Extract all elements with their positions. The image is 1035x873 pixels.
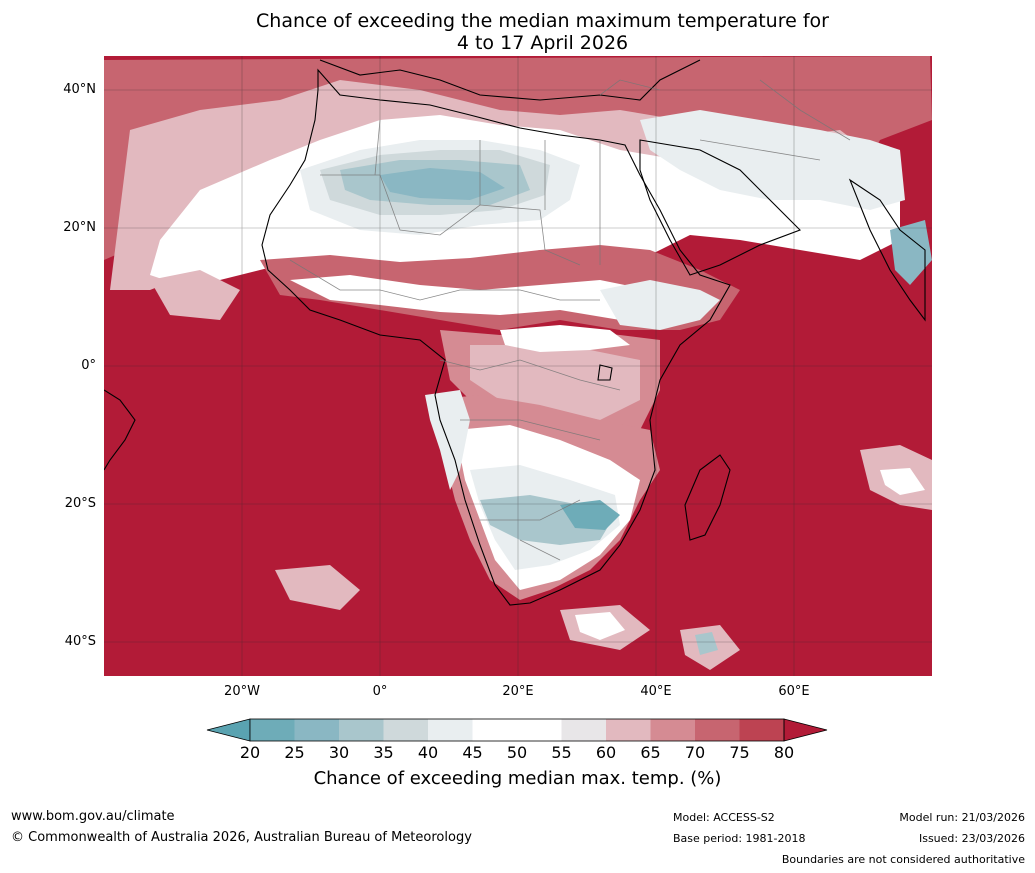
footer-copyright: © Commonwealth of Australia 2026, Austra… (11, 830, 472, 845)
footer-website: www.bom.gov.au/climate (11, 809, 175, 824)
title-line-2: 4 to 17 April 2026 (456, 32, 629, 54)
colorbar-tick-label: 25 (284, 743, 305, 762)
footer-model-run: Model run: 21/03/2026 (899, 811, 1025, 824)
colorbar-tick-label: 65 (640, 743, 661, 762)
footer-model: Model: ACCESS-S2 (673, 811, 775, 824)
colorbar-bin-55-60 (561, 719, 606, 741)
west-africa-light (290, 275, 690, 320)
gridlines (104, 56, 932, 676)
colorbar-tick-label: 75 (729, 743, 750, 762)
colorbar-tick-label: 70 (684, 743, 706, 762)
arabia-light (640, 110, 905, 210)
lon-label-20e: 20°E (502, 684, 534, 699)
sahara-30 (380, 168, 505, 200)
south-america-edge (104, 389, 136, 471)
country-boundaries (289, 79, 851, 561)
colorbar-bin-40-45 (428, 719, 473, 741)
footer-issued: Issued: 23/03/2026 (918, 832, 1025, 845)
colorbar-tick-label: 30 (328, 743, 350, 762)
colorbar-tick-label: 35 (373, 743, 394, 762)
lon-label-40e: 40°E (640, 684, 672, 699)
map-title: Chance of exceeding the median maximum t… (0, 10, 1035, 54)
southern-africa-25 (560, 500, 620, 530)
colorbar-tick-label: 45 (462, 743, 483, 762)
colorbar-bin-35-40 (383, 719, 428, 741)
colorbar-tick-label: 55 (551, 743, 572, 762)
title-line-1: Chance of exceeding the median maximum t… (256, 10, 829, 32)
colorbar-bin-70-75 (695, 719, 740, 741)
coastlines (104, 59, 926, 606)
africa-coastline (261, 68, 731, 606)
colorbar-tick-label: 60 (595, 743, 617, 762)
lat-label-40s: 40°S (64, 634, 96, 649)
equator-light (500, 325, 630, 352)
india-coastline (848, 178, 926, 322)
footer-disclaimer: Boundaries are not considered authoritat… (781, 853, 1025, 866)
colorbar-title: Chance of exceeding median max. temp. (%… (313, 768, 722, 789)
colorbar-bin-65-70 (650, 719, 695, 741)
colorbar-high-extension (783, 718, 828, 742)
lake-victoria (597, 364, 613, 381)
lon-label-20w: 20°W (224, 684, 260, 699)
colorbar-frame (249, 718, 785, 742)
lat-label-0: 0° (81, 358, 96, 373)
colorbar-bin-60-65 (606, 719, 651, 741)
colorbar-low-extension (206, 718, 251, 742)
colorbar-bin-75-80 (739, 719, 784, 741)
colorbar-bin-30-35 (339, 719, 384, 741)
footer-base-period: Base period: 1981-2018 (673, 832, 806, 845)
atlantic-patch-2 (150, 270, 240, 320)
lat-label-20s: 20°S (64, 496, 96, 511)
colorbar-tick-label: 80 (773, 743, 795, 762)
lat-label-20n: 20°N (63, 220, 96, 235)
colorbar (206, 718, 828, 742)
colorbar-bin-20-25 (250, 719, 295, 741)
atlantic-patch-1 (275, 565, 360, 610)
horn-light (600, 280, 720, 330)
map-panel (104, 56, 932, 676)
arabia-coastline (639, 139, 801, 276)
colorbar-tick-label: 20 (239, 743, 261, 762)
lon-label-0: 0° (372, 684, 388, 699)
southern-ocean-patch-2 (575, 612, 625, 640)
india-cool (890, 220, 932, 285)
madagascar-coastline (684, 454, 731, 541)
lon-label-60e: 60°E (778, 684, 810, 699)
colorbar-tick-label: 50 (506, 743, 528, 762)
southern-ocean-patch-4 (695, 632, 718, 655)
lat-label-40n: 40°N (63, 82, 96, 97)
indian-ocean-white (880, 468, 925, 495)
colorbar-bin-50-55 (517, 719, 562, 741)
colorbar-bin-45-50 (472, 719, 517, 741)
colorbar-bin-25-30 (294, 719, 339, 741)
europe-coastline (319, 59, 701, 101)
colorbar-tick-label: 40 (417, 743, 439, 762)
